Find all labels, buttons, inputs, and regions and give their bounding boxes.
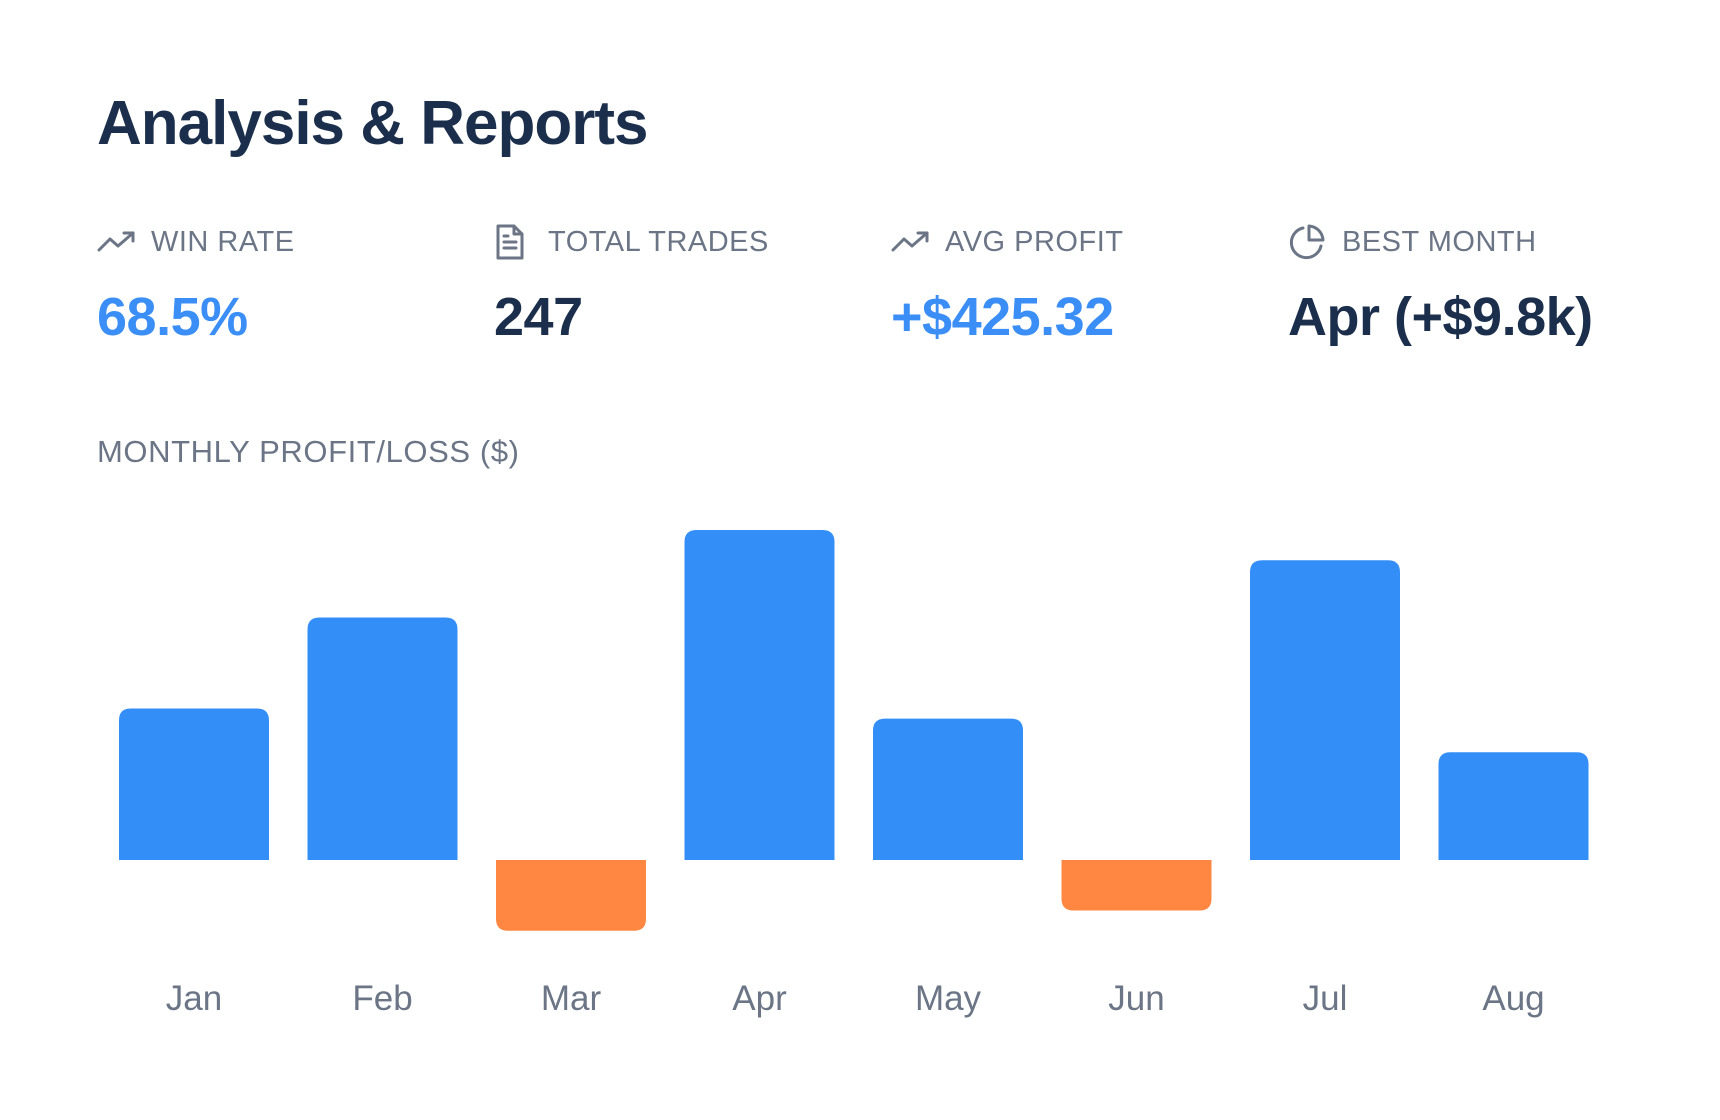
stat-avg-profit: AVG PROFIT +$425.32 [891, 220, 1251, 350]
trend-up-icon [97, 222, 137, 262]
bar-mar [496, 860, 646, 931]
x-tick-label: Apr [732, 979, 787, 1018]
trend-up-icon [891, 222, 931, 262]
bar-aug [1438, 752, 1589, 860]
bar-may [873, 718, 1023, 860]
bar-jun [1061, 860, 1212, 911]
bar-jan [119, 708, 269, 860]
stat-best-month: BEST MONTH Apr (+$9.8k) [1288, 220, 1688, 350]
stat-label: BEST MONTH [1342, 225, 1537, 258]
x-tick-label: May [915, 979, 982, 1018]
stat-value: 247 [494, 287, 583, 347]
x-tick-label: Feb [352, 979, 412, 1018]
bar-jul [1250, 560, 1400, 860]
page-title: Analysis & Reports [97, 89, 649, 158]
stat-label: TOTAL TRADES [548, 225, 769, 258]
x-tick-label: Mar [541, 979, 602, 1018]
pie-chart-icon [1288, 222, 1328, 262]
bar-feb [307, 617, 458, 860]
stat-value: Apr (+$9.8k) [1288, 287, 1593, 347]
stat-total-trades: TOTAL TRADES 247 [494, 220, 854, 350]
x-tick-label: Jan [166, 979, 222, 1018]
stat-win-rate: WIN RATE 68.5% [97, 220, 457, 350]
x-tick-label: Jun [1108, 979, 1164, 1018]
x-tick-label: Jul [1303, 979, 1348, 1018]
stat-value: 68.5% [97, 287, 248, 347]
chart-title: MONTHLY PROFIT/LOSS ($) [97, 434, 520, 469]
stat-label: AVG PROFIT [945, 225, 1124, 258]
document-icon [494, 222, 534, 262]
stat-value: +$425.32 [891, 287, 1114, 347]
x-tick-label: Aug [1482, 979, 1544, 1018]
bar-apr [684, 530, 835, 860]
stat-label: WIN RATE [151, 225, 295, 258]
